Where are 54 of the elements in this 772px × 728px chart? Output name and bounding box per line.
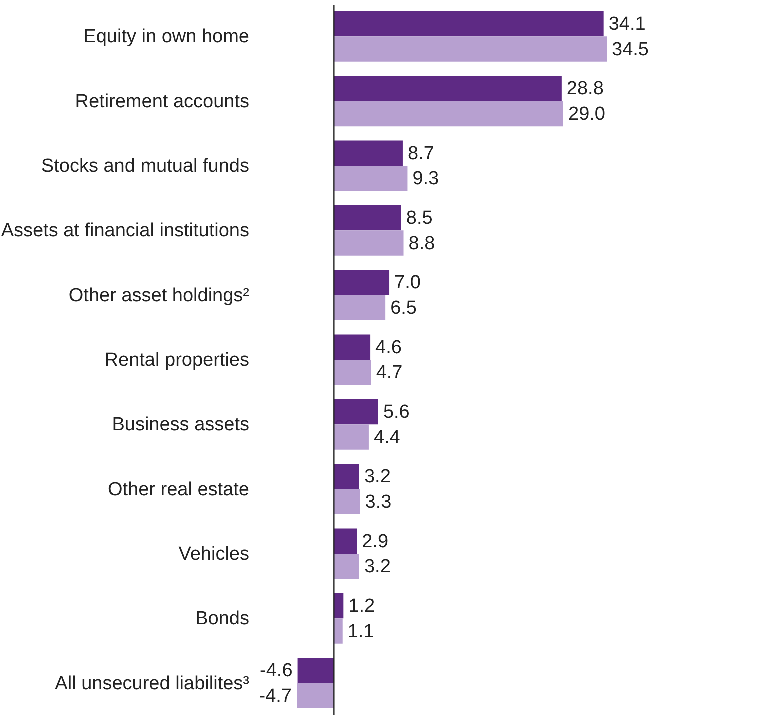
data-label: 34.5 <box>612 39 649 60</box>
bar <box>334 270 390 296</box>
data-label: 29.0 <box>568 104 606 125</box>
bar <box>298 658 334 684</box>
data-label: 8.7 <box>408 143 434 164</box>
y-tick-label: Stocks and mutual funds <box>41 156 250 178</box>
bar <box>334 76 562 102</box>
data-label: 3.2 <box>364 466 391 488</box>
y-tick-label: Equity in own home <box>84 26 250 48</box>
bar <box>334 424 369 450</box>
bar <box>334 205 402 231</box>
bar <box>334 399 378 425</box>
bar <box>334 554 360 580</box>
data-label: 34.1 <box>608 14 646 36</box>
data-label: 2.9 <box>362 531 389 552</box>
bar <box>334 295 386 321</box>
bar <box>334 334 371 360</box>
data-label: 1.1 <box>348 621 374 642</box>
bar <box>334 230 404 256</box>
data-label: -4.7 <box>259 686 292 707</box>
y-tick-label: Bonds <box>196 608 250 630</box>
data-label: 3.2 <box>364 556 391 578</box>
data-label: 1.2 <box>348 596 376 618</box>
data-label: 3.3 <box>365 492 392 513</box>
bar <box>334 166 408 192</box>
bar <box>297 683 334 709</box>
data-label: 4.7 <box>376 362 403 384</box>
bar <box>334 618 343 644</box>
bar <box>334 528 358 554</box>
data-label: 8.5 <box>406 208 433 230</box>
y-tick-label: Business assets <box>112 414 250 436</box>
y-tick-label: All unsecured liabilites³ <box>55 673 250 694</box>
data-label: 4.4 <box>374 427 401 448</box>
bar <box>334 11 604 37</box>
data-label: 28.8 <box>566 78 604 100</box>
data-label: 4.6 <box>376 337 402 358</box>
bar <box>334 101 564 127</box>
y-tick-label: Other real estate <box>108 479 250 500</box>
data-label: 6.5 <box>390 298 417 319</box>
bar <box>334 360 372 386</box>
data-label: 7.0 <box>394 272 421 294</box>
y-tick-label: Rental properties <box>104 350 250 371</box>
y-tick-label: Other asset holdings² <box>68 285 250 306</box>
y-tick-label: Retirement accounts <box>75 91 250 112</box>
y-tick-label: Vehicles <box>178 544 250 565</box>
data-label: 8.8 <box>408 233 436 254</box>
data-label: -4.6 <box>260 660 293 682</box>
bar <box>334 489 360 515</box>
y-tick-label: Assets at financial institutions <box>1 220 250 242</box>
bar <box>334 36 607 62</box>
bar <box>334 464 360 490</box>
data-label: 5.6 <box>383 402 410 424</box>
data-label: 9.3 <box>412 168 440 190</box>
bar <box>334 140 403 166</box>
